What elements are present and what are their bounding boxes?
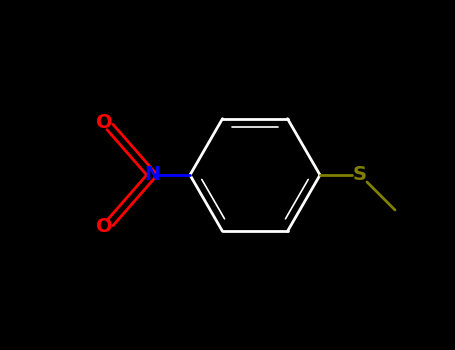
Text: O: O <box>96 217 112 237</box>
Text: N: N <box>144 166 160 184</box>
Text: S: S <box>353 166 367 184</box>
Text: O: O <box>96 113 112 133</box>
